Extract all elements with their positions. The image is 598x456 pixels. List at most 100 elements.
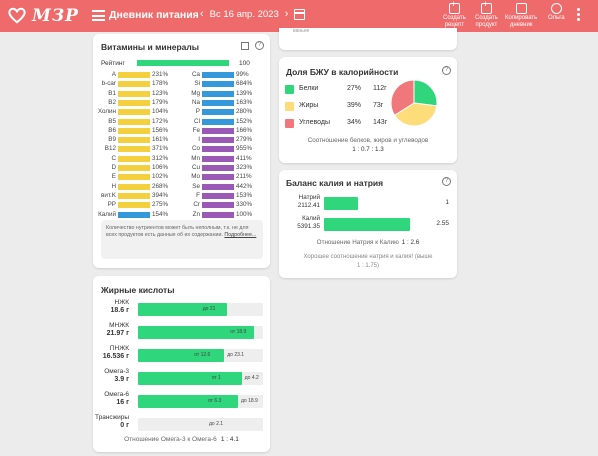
nutrient-row: Se 442%	[192, 183, 262, 192]
chevron-right-icon[interactable]: ›	[284, 8, 289, 20]
nutrient-bar	[202, 81, 234, 88]
more-options-icon[interactable]	[577, 8, 580, 23]
calendar-icon[interactable]	[294, 9, 305, 20]
nutrient-bar	[118, 72, 150, 78]
nutrient-percent: 166%	[236, 126, 253, 134]
nutrient-row: PP 275%	[108, 201, 178, 210]
nutrient-percent: 100%	[236, 210, 253, 218]
nutrient-name: B9	[108, 136, 116, 144]
nutrient-bar	[202, 202, 234, 209]
nutrient-row: F 153%	[196, 191, 262, 201]
table-icon[interactable]	[241, 42, 249, 50]
pie-slice-2	[390, 79, 415, 117]
create-recipe-button[interactable]: Создать рецепт	[443, 1, 466, 28]
fatty-acid-track: до 21	[138, 303, 263, 316]
nutrient-bar	[118, 183, 150, 190]
nutrient-percent: 153%	[236, 191, 253, 199]
kna-bar	[324, 197, 358, 210]
kna-name: Калий	[302, 215, 320, 222]
bju-percent: 39%	[347, 102, 362, 109]
nutrient-bar	[118, 137, 150, 144]
nutrient-percent: 156%	[152, 126, 169, 134]
bju-row: Углеводы 34% 143г	[285, 118, 395, 129]
nutrient-percent: 163%	[236, 98, 253, 106]
copy-diary-button[interactable]: Копировать дневник	[505, 3, 537, 28]
nutrient-bar	[118, 202, 150, 209]
help-icon[interactable]: ?	[255, 41, 264, 50]
fatty-acid-limit: от 6.3	[208, 398, 222, 404]
create-recipe-label-2: рецепт	[444, 21, 465, 28]
user-icon	[550, 3, 562, 14]
fatty-acid-label: Омега-3 3.9 г	[104, 368, 129, 383]
fatty-acid-limit: от 18.9	[230, 329, 247, 335]
fatty-acid-limit: до 21	[202, 306, 216, 312]
nutrient-bar	[202, 137, 234, 144]
nutrient-percent: 275%	[152, 201, 169, 209]
logo-text: МЗР	[32, 6, 79, 26]
nutrient-bar	[202, 99, 234, 106]
fatty-acid-row: Омега-6 16 г до 18.9 от 6.3	[93, 391, 270, 411]
nutrient-name: Fe	[192, 126, 200, 134]
nutrient-name: B12	[104, 145, 116, 153]
nutrient-bar	[202, 155, 234, 162]
fatty-acid-fill	[138, 395, 238, 408]
kna-ratio-label: Отношение Натрия к Калию	[316, 239, 399, 246]
chevron-left-icon[interactable]: ‹	[200, 8, 204, 20]
kna-ratio-value: 1	[445, 199, 449, 206]
omega-ratio: Отношение Омега-3 к Омега-6 1 : 4.1	[93, 436, 270, 443]
fatty-acid-label: НЖК 18.6 г	[111, 299, 129, 314]
kna-name: Натрий	[298, 194, 320, 201]
user-name: Ольга	[548, 15, 565, 21]
current-date[interactable]: Вс 16 апр. 2023	[209, 8, 279, 20]
fatty-acid-label: ПНЖК 16.536 г	[103, 345, 129, 360]
partial-card-text: ваньне	[293, 28, 310, 34]
nutrient-row: Cu 323%	[192, 164, 262, 173]
more-info-link[interactable]: Подробнее...	[224, 232, 257, 238]
bju-row: Жиры 39% 73г	[285, 101, 395, 112]
fatty-acid-limit: до 2.1	[209, 421, 224, 427]
hamburger-menu-icon[interactable]	[92, 10, 105, 21]
fatty-acid-track: до 2.1	[138, 418, 263, 431]
nutrient-row: B1 123%	[108, 90, 178, 99]
date-navigator: ‹ Вс 16 апр. 2023 ›	[200, 8, 288, 20]
help-icon[interactable]: ?	[442, 177, 451, 186]
bju-name: Углеводы	[299, 119, 331, 126]
create-product-button[interactable]: Создать продукт	[475, 1, 498, 28]
bju-ratio-label: Соотношение белков, жиров и углеводов	[307, 137, 429, 144]
nutrient-row: вит.K 394%	[101, 192, 178, 201]
kna-ratio-value: 1 : 2.6	[401, 239, 420, 246]
fatty-acid-name: МНЖК	[109, 322, 129, 329]
nutrient-row: C 312%	[111, 155, 178, 164]
nutrient-percent: 139%	[236, 89, 253, 97]
nutrient-percent: 154%	[152, 210, 169, 218]
nutrient-bar	[118, 109, 150, 116]
copy-icon	[515, 3, 527, 14]
nutrient-percent: 178%	[152, 80, 169, 88]
nutrient-percent: 152%	[236, 117, 253, 125]
nutrient-bar	[202, 90, 234, 97]
nutrient-percent: 280%	[236, 108, 253, 116]
fatty-acid-name: ПНЖК	[109, 345, 129, 352]
kna-title: Баланс калия и натрия	[286, 178, 384, 188]
nutrient-row: Fe 166%	[193, 126, 262, 136]
kna-label: Натрий 2112.41	[298, 194, 320, 209]
bju-ratio: Соотношение белков, жиров и углеводов 1 …	[279, 137, 457, 154]
bju-percent: 27%	[347, 85, 362, 92]
nutrient-row: H 268%	[111, 183, 178, 192]
nutrient-name: b-car	[101, 80, 116, 88]
nutrient-name: Cu	[191, 164, 200, 171]
help-icon[interactable]: ?	[442, 66, 451, 75]
page-title: Дневник питания	[109, 9, 199, 21]
user-profile-button[interactable]: Ольга	[548, 3, 565, 22]
nutrient-percent: 955%	[236, 145, 253, 153]
fatty-acid-row: МНЖК 21.97 г от 18.9	[93, 322, 270, 342]
app-header: МЗР Дневник питания ‹ Вс 16 апр. 2023 › …	[0, 0, 598, 32]
add-recipe-icon	[448, 1, 460, 14]
fatty-acid-amount: 16.536 г	[102, 352, 129, 360]
nutrient-row: Si 684%	[194, 80, 262, 89]
kna-row: Натрий 2112.41 1	[279, 194, 457, 216]
nutrient-row: A 231%	[112, 71, 178, 80]
logo[interactable]: МЗР	[8, 6, 79, 26]
copy-diary-label-1: Копировать	[505, 15, 538, 21]
nutrient-row: I 279%	[198, 136, 262, 145]
